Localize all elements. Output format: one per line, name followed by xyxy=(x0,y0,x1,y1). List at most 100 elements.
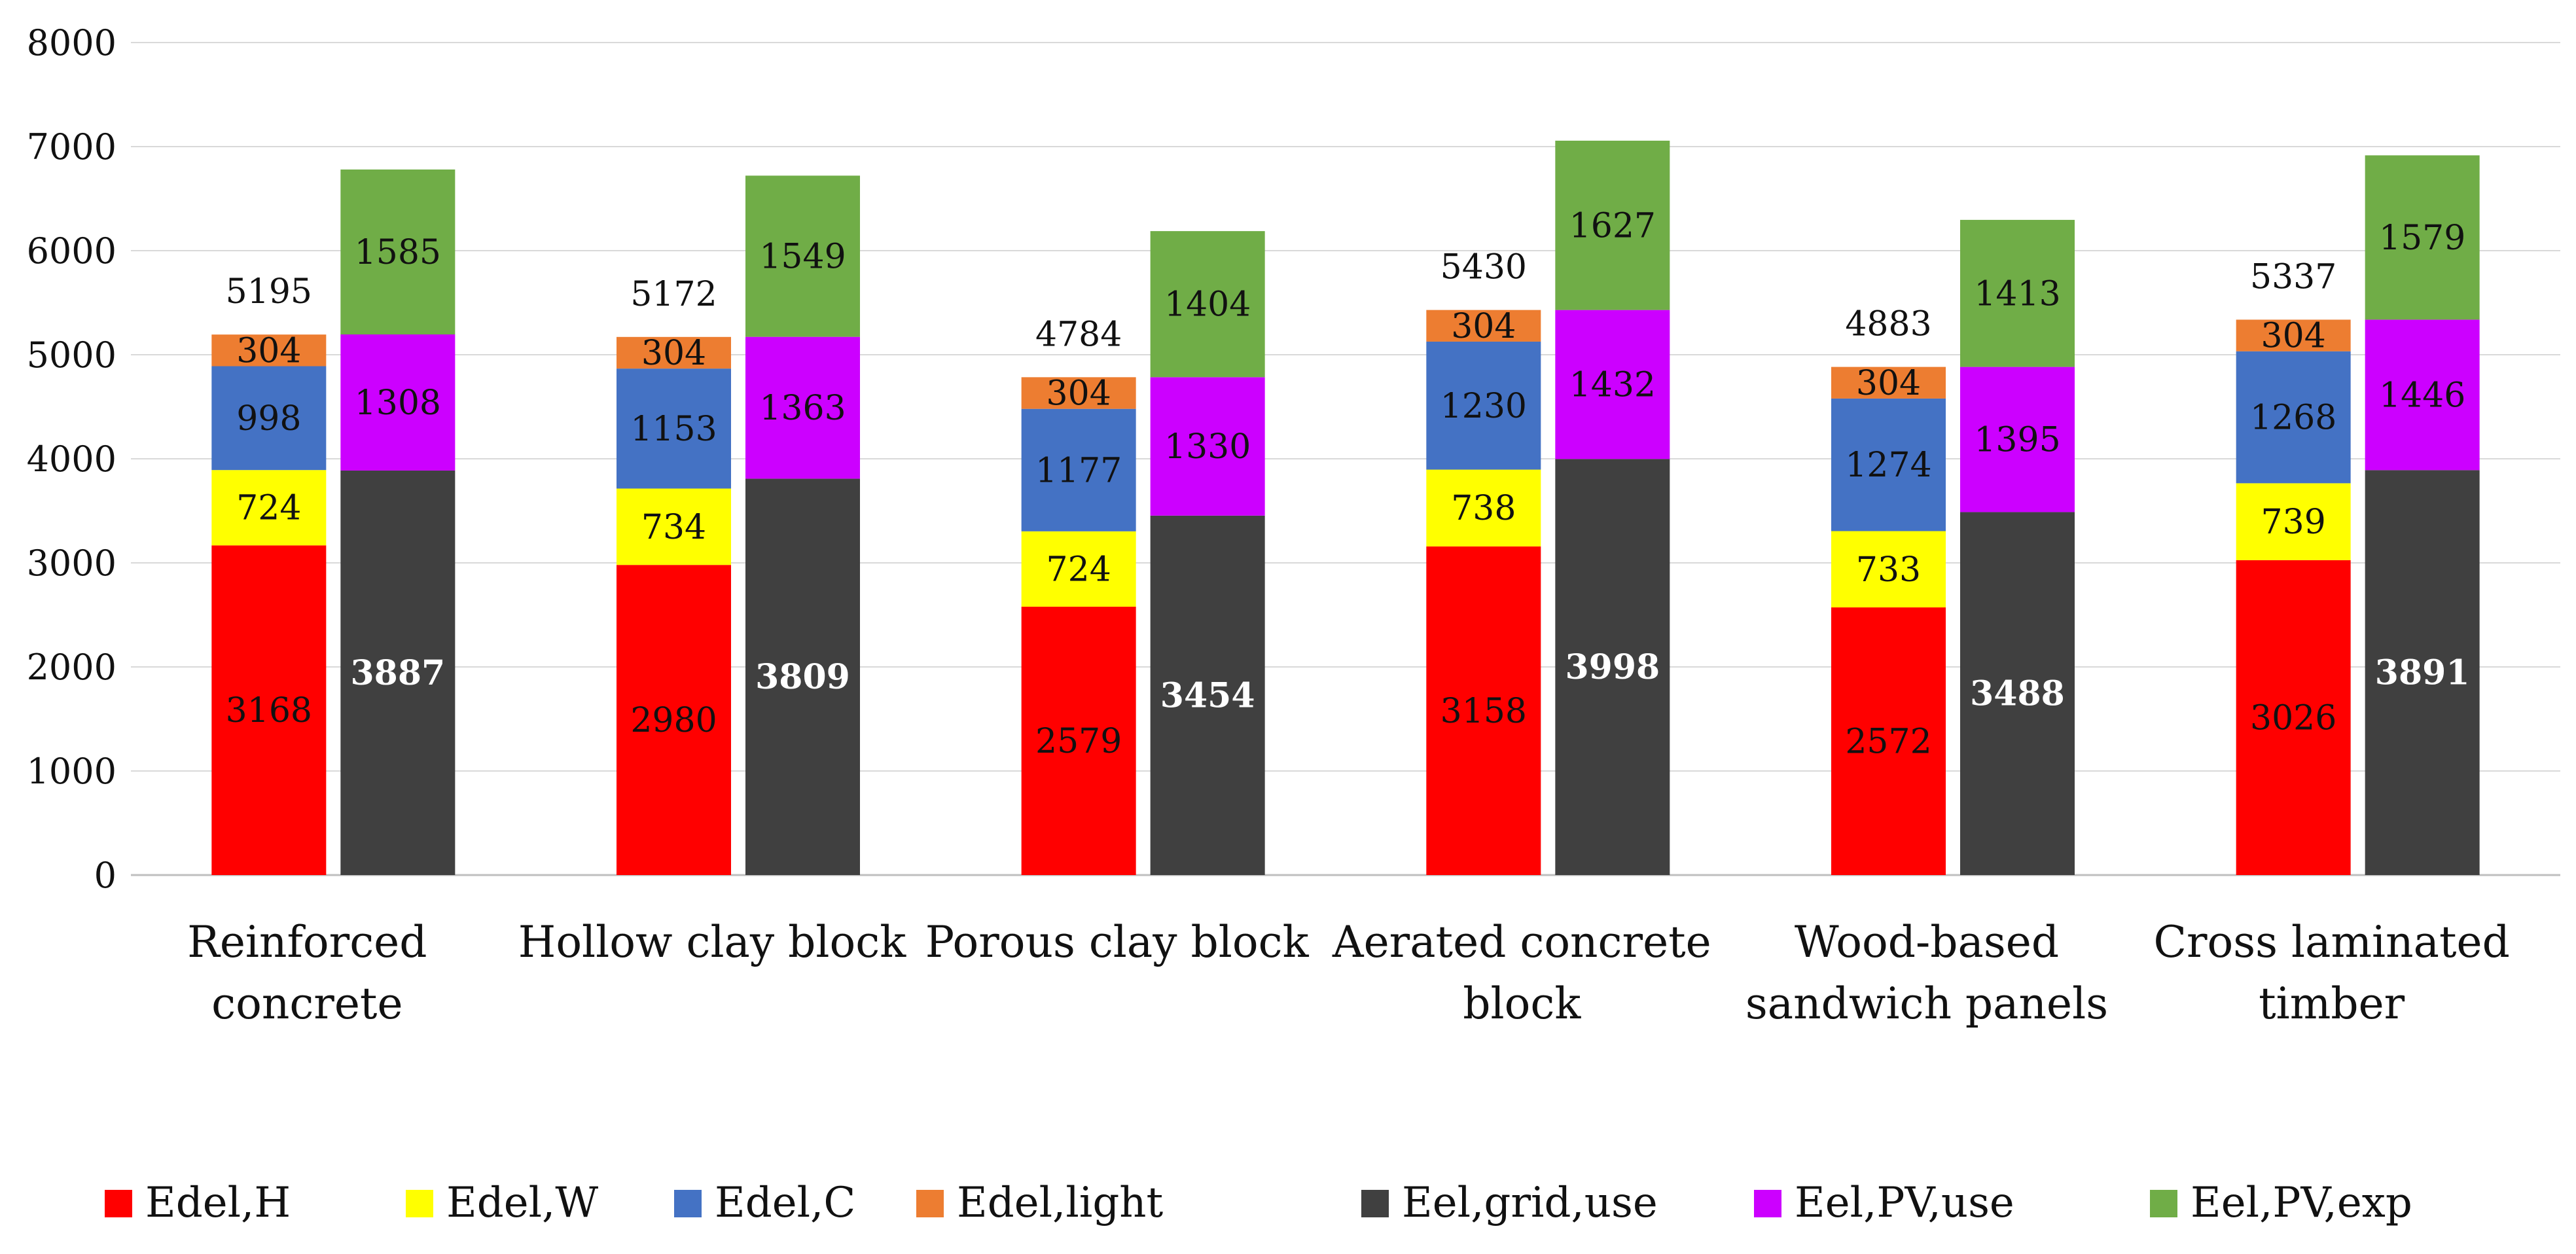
bar-segment-edel-light xyxy=(211,334,327,367)
y-tick-label: 3000 xyxy=(27,543,116,584)
y-tick-label: 8000 xyxy=(27,22,116,63)
bar-segment-eel-grid-use xyxy=(1150,515,1265,875)
data-label: 724 xyxy=(1046,550,1111,589)
legend-item: Edel,H xyxy=(105,1179,291,1227)
bar-segment-edel-w xyxy=(1426,469,1541,546)
bar-segment-edel-c xyxy=(1426,341,1541,470)
data-label: 3488 xyxy=(1970,674,2065,714)
legend-label: Edel,C xyxy=(715,1179,855,1227)
bar-segment-edel-h xyxy=(2236,560,2351,875)
legend-label: Eel,PV,use xyxy=(1795,1179,2014,1227)
bar-segment-edel-light xyxy=(1426,310,1541,342)
total-label: 4784 xyxy=(1035,315,1122,354)
legend-swatch xyxy=(916,1190,944,1217)
data-label: 3891 xyxy=(2375,653,2470,693)
bar-segment-eel-pv-use xyxy=(1555,310,1670,459)
legend-swatch xyxy=(105,1190,132,1217)
data-label: 304 xyxy=(2261,317,2326,356)
category-label: sandwich panels xyxy=(1745,978,2108,1029)
data-label: 1627 xyxy=(1569,206,1656,245)
data-label: 3026 xyxy=(2250,698,2336,738)
bar-segment-eel-pv-exp xyxy=(1555,140,1670,310)
legend-item: Eel,PV,exp xyxy=(2150,1179,2412,1227)
category-label: Hollow clay block xyxy=(518,917,906,967)
total-label: 5195 xyxy=(226,272,312,312)
bar-segment-edel-c xyxy=(617,368,731,489)
data-label: 304 xyxy=(1451,307,1516,346)
category-label: Aerated concrete xyxy=(1332,917,1711,967)
data-label: 1585 xyxy=(355,233,441,272)
data-label: 1432 xyxy=(1569,365,1656,404)
data-label: 2572 xyxy=(1845,723,1931,762)
legend-label: Eel,grid,use xyxy=(1402,1179,1658,1227)
bar-segment-edel-c xyxy=(211,366,327,471)
bar-segment-eel-pv-exp xyxy=(2365,155,2480,320)
gridlines xyxy=(131,42,2560,876)
bar-segment-eel-grid-use xyxy=(1960,512,2075,875)
data-label: 1153 xyxy=(630,410,717,449)
category-label: timber xyxy=(2259,978,2405,1029)
legend-swatch xyxy=(1361,1190,1389,1217)
total-label: 5172 xyxy=(630,275,717,314)
data-label: 724 xyxy=(236,489,301,528)
bar-segment-edel-h xyxy=(1831,607,1946,875)
data-label: 304 xyxy=(641,334,706,373)
legend-label: Edel,W xyxy=(446,1179,598,1227)
data-label: 3168 xyxy=(226,691,312,730)
data-label: 998 xyxy=(236,399,301,439)
data-label: 1363 xyxy=(759,389,846,428)
bars: 3168 724 998 304 5195 3887 1308 1585 2980 734 1153… xyxy=(211,140,2480,875)
category-label: Cross laminated xyxy=(2153,917,2509,967)
y-tick-label: 2000 xyxy=(27,647,116,688)
bar-group: 3168 724 998 304 5195 3887 1308 1585 xyxy=(211,169,456,875)
y-tick-label: 4000 xyxy=(27,439,116,480)
data-label: 738 xyxy=(1451,489,1516,528)
bar-segment-eel-pv-use xyxy=(1150,377,1265,516)
bar-segment-edel-w xyxy=(617,488,731,565)
bar-segment-edel-h xyxy=(617,565,731,875)
data-label: 1330 xyxy=(1164,427,1251,467)
data-label: 733 xyxy=(1856,550,1921,590)
data-label: 2980 xyxy=(630,701,717,740)
bar-segment-eel-pv-use xyxy=(745,336,860,479)
bar-segment-edel-light xyxy=(2236,319,2351,351)
bar-group: 2572 733 1274 304 4883 3488 1395 1413 xyxy=(1831,219,2075,875)
bar-segment-eel-pv-exp xyxy=(1150,231,1265,378)
legend-item: Edel,W xyxy=(406,1179,598,1227)
bar-segment-edel-light xyxy=(617,336,731,369)
data-label: 304 xyxy=(1046,374,1111,414)
data-label: 1268 xyxy=(2250,399,2336,438)
data-label: 3998 xyxy=(1565,647,1660,687)
bar-segment-edel-light xyxy=(1831,367,1946,399)
bar-segment-eel-pv-use xyxy=(340,334,456,471)
category-label: Wood-based xyxy=(1795,917,2059,967)
data-label: 1395 xyxy=(1974,421,2060,460)
bar-group: 3158 738 1230 304 5430 3998 1432 1627 xyxy=(1426,140,1670,875)
data-label: 3158 xyxy=(1440,692,1527,731)
bar-segment-eel-grid-use xyxy=(1555,459,1670,875)
bar-group: 2980 734 1153 304 5172 3809 1363 1549 xyxy=(617,175,860,875)
y-tick-label: 5000 xyxy=(27,334,116,376)
legend-item: Eel,PV,use xyxy=(1754,1179,2014,1227)
bar-segment-eel-grid-use xyxy=(2365,470,2480,875)
total-label: 5430 xyxy=(1440,248,1527,287)
data-label: 2579 xyxy=(1035,722,1122,761)
bar-segment-eel-pv-use xyxy=(2365,319,2480,471)
total-label: 5337 xyxy=(2250,257,2336,296)
legend-swatch xyxy=(674,1190,702,1217)
bar-segment-edel-w xyxy=(1021,531,1136,607)
bar-segment-edel-w xyxy=(211,470,327,546)
bar-segment-edel-w xyxy=(1831,531,1946,608)
bar-segment-edel-c xyxy=(2236,351,2351,484)
data-label: 1446 xyxy=(2379,376,2465,415)
legend-swatch xyxy=(406,1190,433,1217)
data-label: 734 xyxy=(641,508,706,547)
legend-label: Eel,PV,exp xyxy=(2191,1179,2412,1227)
bar-segment-eel-pv-exp xyxy=(1960,219,2075,367)
y-axis: 0 1000 2000 3000 4000 5000 6000 7000 8000 xyxy=(27,22,116,896)
data-label: 1549 xyxy=(759,238,846,277)
bar-segment-edel-h xyxy=(211,545,327,875)
data-label: 739 xyxy=(2261,503,2326,542)
data-label: 1177 xyxy=(1035,451,1122,490)
